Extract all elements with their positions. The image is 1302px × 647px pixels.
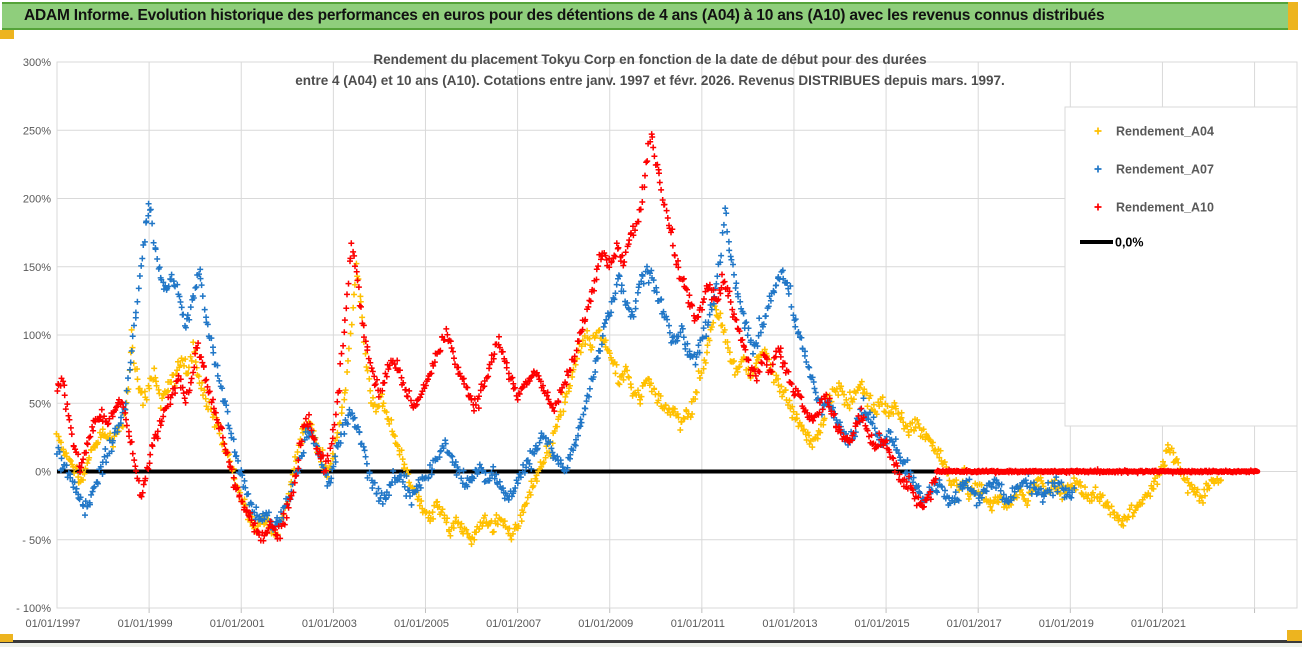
- y-axis-label: 250%: [23, 125, 51, 137]
- legend-zero-label: 0,0%: [1115, 236, 1144, 250]
- legend-marker-a07: [1094, 165, 1102, 173]
- legend-marker-a04: [1094, 127, 1102, 135]
- legend-marker-a10: [1094, 203, 1102, 211]
- y-axis-label: - 100%: [16, 603, 51, 615]
- x-axis-label: 01/01/2001: [210, 618, 265, 630]
- x-axis-label: 01/01/2015: [855, 618, 910, 630]
- chart-generated-layer: 300% 250% 200% 150% 100% 50% 0% - 50% - 100% 01/0…: [16, 57, 1298, 630]
- y-axis-label: 0%: [35, 467, 51, 479]
- series-Rendement_A04-points: [53, 260, 1224, 548]
- gold-accent-header-left: [0, 30, 14, 39]
- x-axis-label: 01/01/2019: [1039, 618, 1094, 630]
- gold-accent-top-right: [1288, 2, 1298, 30]
- page-title: ADAM Informe. Evolution historique des p…: [24, 7, 1105, 24]
- legend-label-a10: Rendement_A10: [1116, 201, 1214, 215]
- y-axis-label: 100%: [23, 330, 51, 342]
- gold-accent-bottom-left: [0, 634, 13, 642]
- series-Rendement_A07-points: [53, 200, 1078, 533]
- x-axis-label: 01/01/2003: [302, 618, 357, 630]
- bottom-strip: [0, 643, 1302, 647]
- y-axis-label: 150%: [23, 262, 51, 274]
- chart-title-line1: Rendement du placement Tokyu Corp en fon…: [373, 52, 926, 67]
- x-axis-label: 01/01/2017: [947, 618, 1002, 630]
- legend-label-a07: Rendement_A07: [1116, 163, 1214, 177]
- legend-label-a04: Rendement_A04: [1116, 125, 1214, 139]
- x-axis-label: 01/01/1999: [118, 618, 173, 630]
- y-axis-label: - 50%: [22, 535, 51, 547]
- series-Rendement_A10-flat-points: [933, 466, 1260, 477]
- x-axis-label: 01/01/2013: [762, 618, 817, 630]
- y-axis-label: 300%: [23, 57, 51, 69]
- legend-box: [1064, 106, 1298, 427]
- x-axis-label: 01/01/2011: [671, 618, 725, 630]
- gold-accent-bottom-right: [1287, 630, 1302, 641]
- legend: Rendement_A04 Rendement_A07 Rendement_A1…: [1064, 106, 1298, 427]
- y-axis-label: 50%: [29, 398, 51, 410]
- chart-title-line2: entre 4 (A04) et 10 ans (A10). Cotations…: [295, 73, 1005, 88]
- y-axis-label: 200%: [23, 194, 51, 206]
- x-axis-label: 01/01/2021: [1131, 618, 1186, 630]
- x-axis-label: 01/01/1997: [25, 618, 80, 630]
- series-Rendement_A10-points: [54, 131, 939, 544]
- x-axis-label: 01/01/2005: [394, 618, 449, 630]
- bottom-rule: [0, 640, 1302, 643]
- x-axis-label: 01/01/2009: [578, 618, 633, 630]
- x-axis-label: 01/01/2007: [486, 618, 541, 630]
- header-bar: ADAM Informe. Evolution historique des p…: [2, 2, 1288, 30]
